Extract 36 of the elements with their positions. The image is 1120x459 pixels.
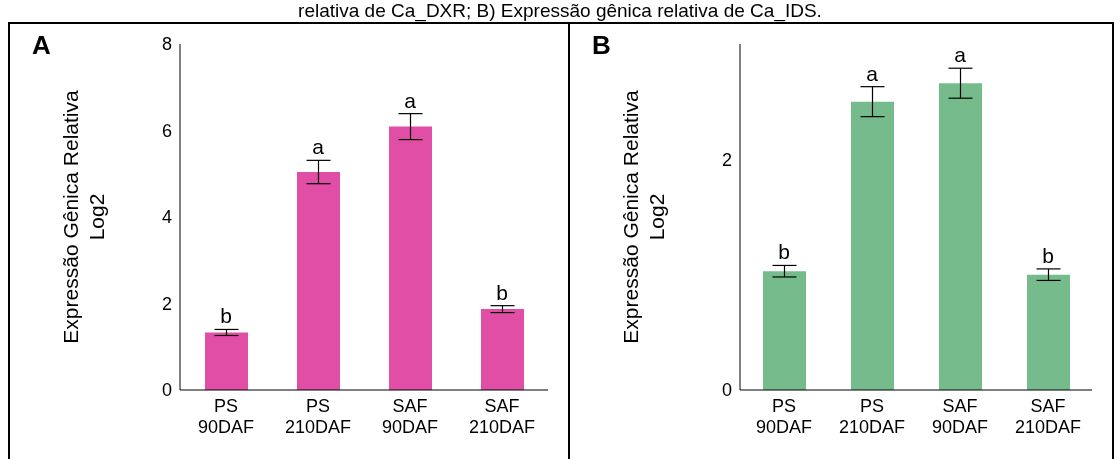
annotation: a — [312, 135, 325, 159]
y-tick-label: 2 — [161, 293, 172, 314]
y-tick-label: 2 — [721, 149, 732, 170]
annotation: b — [778, 240, 790, 264]
y-tick-label: 8 — [161, 34, 172, 55]
annotation: a — [866, 61, 879, 85]
y-tick-label: 4 — [161, 207, 172, 228]
annotation: a — [404, 88, 417, 112]
y-axis-title: Expressão Gênica Relativa Log2 — [59, 90, 108, 344]
text: B — [592, 30, 611, 61]
bar — [851, 101, 894, 390]
x-tick-label: PS 210DAF — [284, 396, 352, 437]
bar — [1027, 274, 1070, 390]
annotation: b — [496, 280, 508, 304]
x-tick-label: PS 210DAF — [838, 396, 906, 437]
annotation: b — [1042, 243, 1054, 267]
y-tick-label: 0 — [161, 380, 172, 401]
x-tick-label: SAF 210DAF — [468, 396, 536, 437]
x-tick-label: SAF 90DAF — [381, 396, 439, 437]
text: A — [32, 30, 51, 61]
annotation: b — [220, 304, 232, 328]
y-tick-label: 0 — [721, 380, 732, 401]
y-tick-label: 6 — [161, 120, 172, 141]
bar — [297, 172, 340, 390]
bar — [481, 309, 524, 390]
x-tick-label: SAF 90DAF — [931, 396, 989, 437]
x-tick-label: SAF 210DAF — [1014, 396, 1082, 437]
bar — [939, 83, 982, 390]
text: relativa de Ca_DXR; B) Expressão gênica relativa de Ca_IDS. — [297, 0, 823, 22]
y-axis-title: Expressão Gênica Relativa Log2 — [619, 90, 668, 344]
x-tick-label: PS 90DAF — [197, 396, 255, 437]
x-tick-label: PS 90DAF — [755, 396, 813, 437]
bar — [763, 271, 806, 390]
bar — [205, 332, 248, 390]
annotation: a — [954, 43, 967, 67]
bar — [389, 126, 432, 390]
